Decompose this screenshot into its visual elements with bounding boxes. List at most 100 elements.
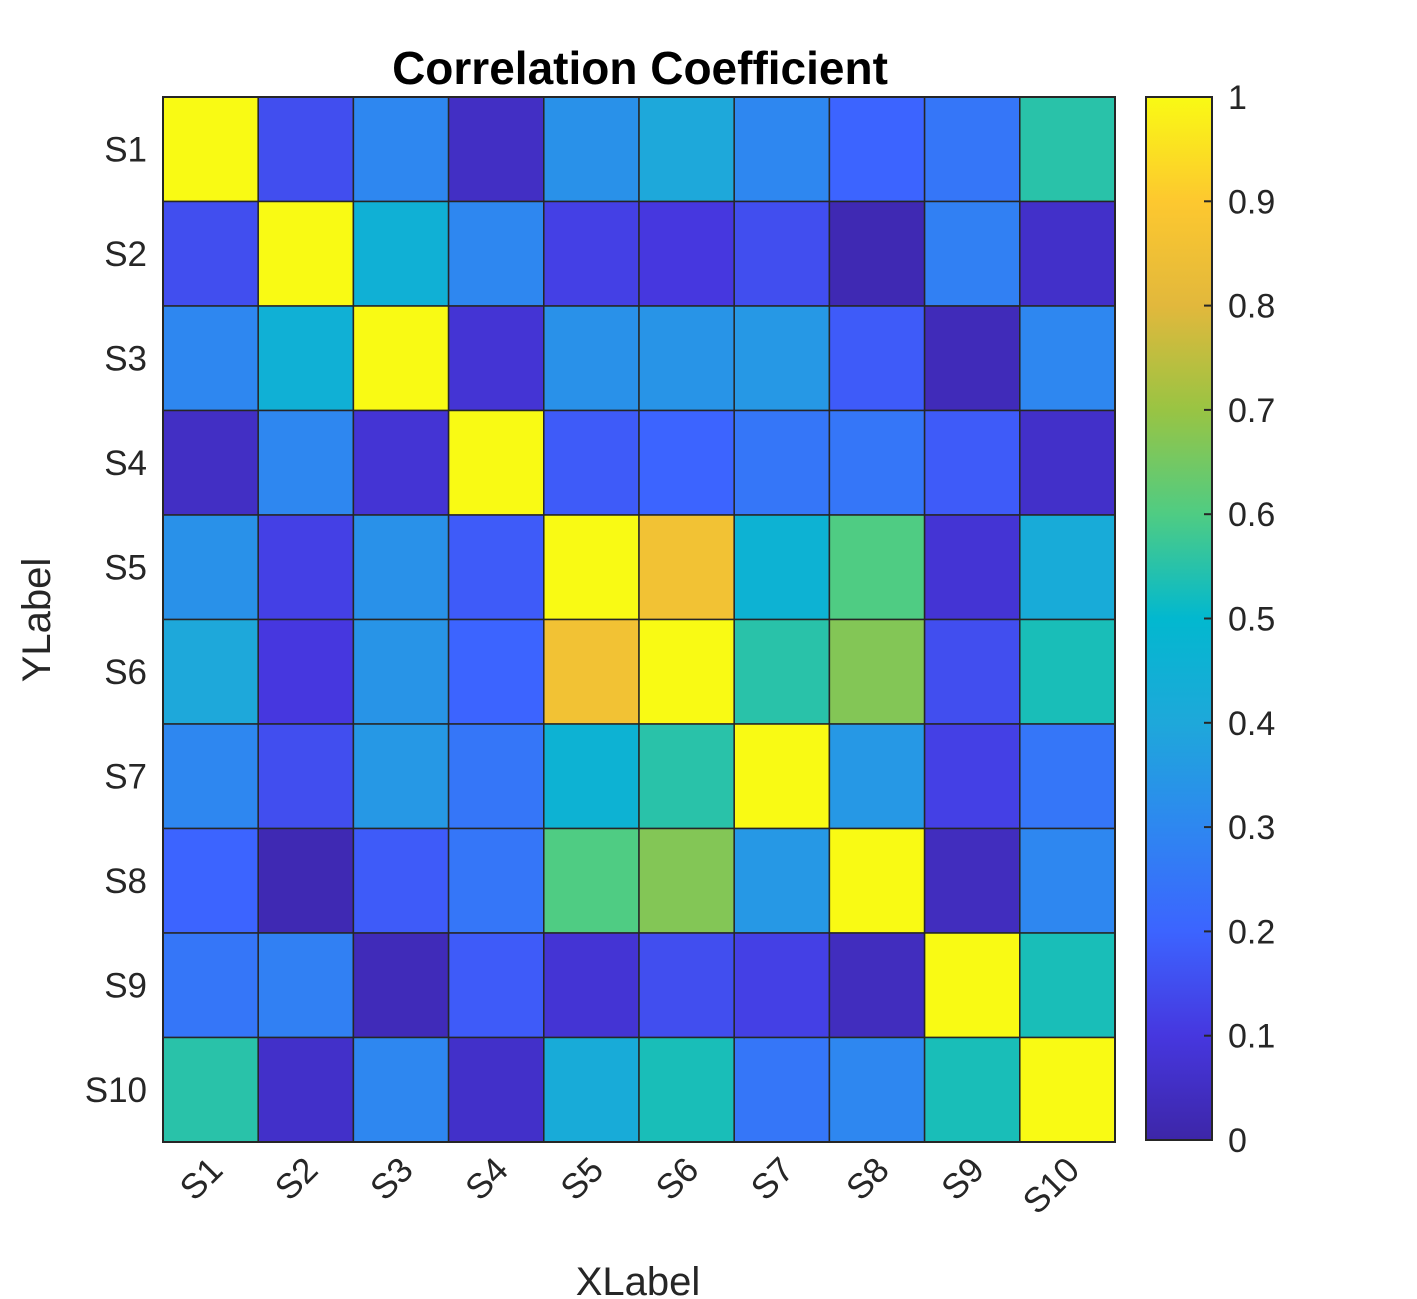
colorbar-tick-label: 0.7 (1228, 392, 1275, 430)
heatmap-cell (733, 827, 831, 934)
y-tick-label: S3 (104, 339, 147, 378)
colorbar-tick-label: 0 (1228, 1122, 1247, 1160)
heatmap-cell (352, 618, 450, 725)
heatmap-cell (733, 932, 831, 1039)
heatmap-cell (352, 514, 450, 621)
heatmap-cell (162, 932, 259, 1039)
heatmap-cell (543, 200, 640, 307)
heatmap-cell (638, 932, 735, 1039)
heatmap-cell (828, 200, 926, 307)
heatmap-cell (638, 96, 735, 203)
heatmap-cell (352, 96, 450, 203)
heatmap-cell (733, 514, 831, 621)
heatmap-cell (257, 200, 355, 307)
colorbar-tick-label: 0.9 (1228, 183, 1275, 221)
y-axis-ticks: S1 S2 S3 S4 S5 S6 S7 S8 S9 S10 (85, 130, 147, 1110)
heatmap-cell (257, 409, 355, 516)
heatmap-cell (638, 723, 735, 830)
heatmap-cell (828, 409, 926, 516)
x-tick-label: S8 (839, 1150, 897, 1208)
x-tick-label: S4 (458, 1150, 516, 1208)
y-tick-label: S2 (104, 235, 147, 274)
heatmap-cell (828, 305, 926, 412)
heatmap-cell (162, 96, 259, 203)
x-axis-ticks: S1 S2 S3 S4 S5 S6 S7 S8 S9 S10 (172, 1150, 1087, 1222)
heatmap-cells (162, 96, 1116, 1143)
heatmap-cell (828, 932, 926, 1039)
heatmap-cell (733, 723, 831, 830)
x-tick-label: S6 (648, 1150, 706, 1208)
heatmap-cell (447, 200, 545, 307)
heatmap-cell (1019, 96, 1116, 203)
heatmap-cell (352, 409, 450, 516)
heatmap-cell (447, 723, 545, 830)
y-tick-label: S6 (104, 653, 147, 692)
x-tick-label: S7 (744, 1150, 802, 1208)
heatmap-cell (828, 827, 926, 934)
y-tick-label: S5 (104, 548, 147, 587)
heatmap-cell (733, 96, 831, 203)
y-tick-label: S8 (104, 862, 147, 901)
heatmap-cell (923, 305, 1021, 412)
heatmap-cell (1019, 932, 1116, 1039)
heatmap-cell (638, 618, 735, 725)
heatmap-cell (257, 827, 355, 934)
heatmap-cell (257, 305, 355, 412)
heatmap-cell (257, 723, 355, 830)
x-tick-label: S10 (1015, 1150, 1087, 1222)
heatmap-cell (162, 827, 259, 934)
colorbar (1145, 96, 1213, 1141)
heatmap-cell (923, 932, 1021, 1039)
heatmap-cell (733, 409, 831, 516)
plot-frame (162, 96, 1116, 1143)
heatmap-cell (828, 723, 926, 830)
heatmap-cell (923, 200, 1021, 307)
heatmap-cell (352, 932, 450, 1039)
heatmap-cell (352, 723, 450, 830)
heatmap-cell (1019, 409, 1116, 516)
heatmap-cell (828, 618, 926, 725)
y-tick-label: S4 (104, 444, 147, 483)
heatmap-cell (447, 514, 545, 621)
heatmap-cell (828, 96, 926, 203)
heatmap-cell (733, 305, 831, 412)
heatmap-cell (1019, 305, 1116, 412)
heatmap-cell (1019, 200, 1116, 307)
heatmap-cell (162, 305, 259, 412)
heatmap-cell (543, 827, 640, 934)
heatmap-cell (1019, 827, 1116, 934)
heatmap-cell (162, 1036, 259, 1143)
y-tick-label: S1 (104, 130, 147, 169)
heatmap-cell (1019, 618, 1116, 725)
heatmap-cell (923, 723, 1021, 830)
heatmap-cell (638, 409, 735, 516)
heatmap-cell (638, 514, 735, 621)
x-tick-label: S5 (553, 1150, 611, 1208)
heatmap-cell (352, 827, 450, 934)
heatmap-cell (543, 723, 640, 830)
heatmap-cell (352, 305, 450, 412)
heatmap-cell (828, 514, 926, 621)
heatmap-cell (733, 618, 831, 725)
y-tick-label: S10 (85, 1071, 147, 1110)
heatmap-cell (543, 932, 640, 1039)
heatmap-cell (543, 96, 640, 203)
heatmap-cell (162, 514, 259, 621)
colorbar-tick-label: 1 (1228, 79, 1247, 117)
heatmap-cell (638, 305, 735, 412)
heatmap-cell (923, 96, 1021, 203)
colorbar-ticks: 0 0.1 0.2 0.3 0.4 0.5 0.6 0.7 0.8 0.9 1 (1204, 79, 1275, 1160)
x-tick-label: S9 (934, 1150, 992, 1208)
heatmap-cell (447, 1036, 545, 1143)
heatmap-cell (1019, 723, 1116, 830)
colorbar-tick-label: 0.5 (1228, 601, 1275, 639)
heatmap-cell (543, 1036, 640, 1143)
heatmap-cell (447, 932, 545, 1039)
heatmap-cell (162, 409, 259, 516)
heatmap-cell (257, 96, 355, 203)
heatmap-cell (923, 618, 1021, 725)
heatmap-cell (638, 827, 735, 934)
y-axis-label: YLabel (15, 558, 59, 683)
heatmap-cell (543, 305, 640, 412)
heatmap-cell (447, 409, 545, 516)
